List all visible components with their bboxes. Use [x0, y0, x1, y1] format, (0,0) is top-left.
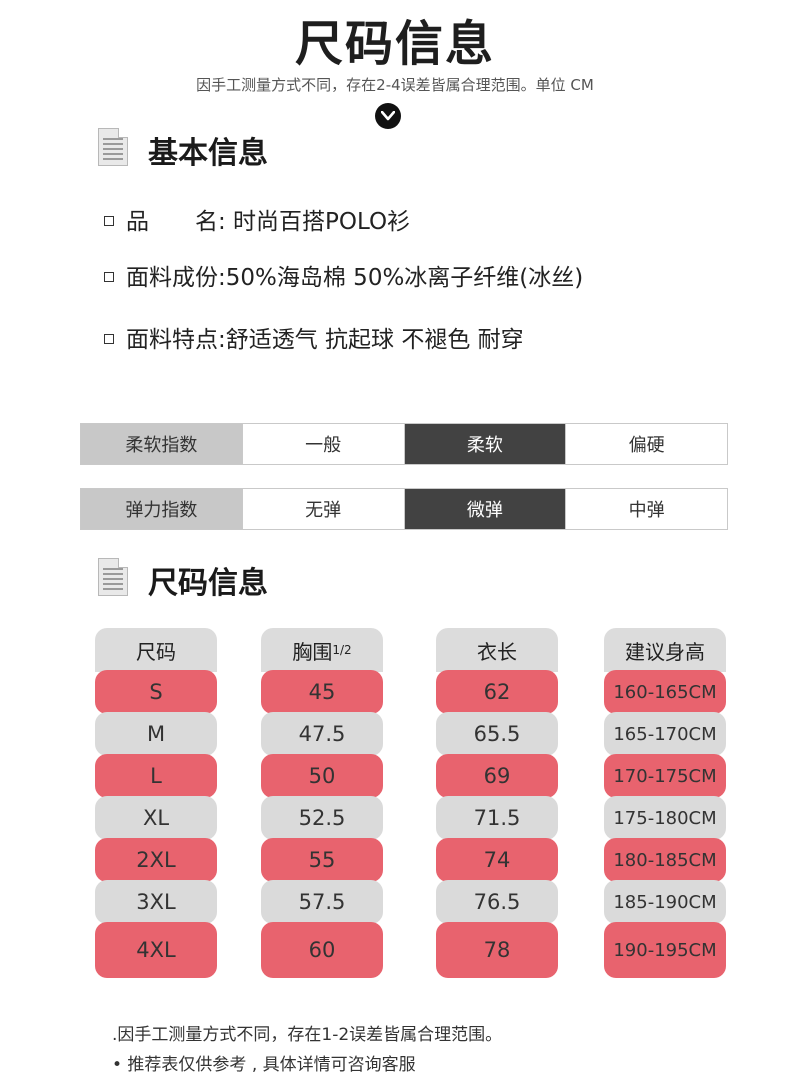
column-header-text: 尺码 [136, 639, 176, 664]
height-cell: 180-185CM [604, 838, 726, 882]
length-column: 衣长 62 65.5 69 71.5 74 76.5 78 [436, 628, 558, 978]
section-title: 尺码信息 [148, 566, 268, 601]
size-cell: 2XL [95, 838, 217, 882]
length-cell: 76.5 [436, 880, 558, 924]
column-header: 胸围 1/2 [261, 628, 383, 672]
info-item-features: 面料特点:舒适透气 抗起球 不褪色 耐穿 [104, 320, 524, 354]
size-cell: 3XL [95, 880, 217, 924]
column-header-text: 建议身高 [625, 639, 705, 664]
checkbox-square-icon [104, 333, 114, 344]
chevron-down-icon [375, 103, 401, 129]
scale-option-selected: 微弹 [403, 489, 566, 529]
scale-label: 柔软指数 [81, 424, 242, 464]
info-item-fabric: 面料成份:50%海岛棉 50%冰离子纤维(冰丝) [104, 258, 583, 292]
checkbox-square-icon [104, 271, 114, 282]
error-note: .因手工测量方式不同，存在1-2误差皆属合理范围。 [112, 1025, 503, 1045]
chest-cell: 60 [261, 922, 383, 978]
height-cell: 165-170CM [604, 712, 726, 756]
chest-cell: 52.5 [261, 796, 383, 840]
size-cell: XL [95, 796, 217, 840]
reference-note: • 推荐表仅供参考 , 具体详情可咨询客服 [112, 1055, 416, 1075]
info-text: 面料成份:50%海岛棉 50%冰离子纤维(冰丝) [126, 265, 584, 291]
scale-option: 无弹 [241, 489, 404, 529]
scale-option: 偏硬 [565, 424, 727, 464]
checkbox-square-icon [104, 215, 114, 226]
size-cell: S [95, 670, 217, 714]
elasticity-scale: 弹力指数 无弹 微弹 中弹 [80, 488, 728, 530]
column-header-text: 胸围 [292, 639, 333, 664]
size-cell: M [95, 712, 217, 756]
size-column: 尺码 S M L XL 2XL 3XL 4XL [95, 628, 217, 978]
column-header: 衣长 [436, 628, 558, 672]
height-cell: 170-175CM [604, 754, 726, 798]
half-fraction-label: 1/2 [332, 643, 352, 657]
height-cell: 160-165CM [604, 670, 726, 714]
section-title: 基本信息 [148, 136, 268, 171]
length-cell: 69 [436, 754, 558, 798]
chest-cell: 57.5 [261, 880, 383, 924]
scale-label: 弹力指数 [81, 489, 242, 529]
softness-scale: 柔软指数 一般 柔软 偏硬 [80, 423, 728, 465]
length-cell: 78 [436, 922, 558, 978]
height-cell: 185-190CM [604, 880, 726, 924]
scale-option: 一般 [241, 424, 404, 464]
scale-option: 中弹 [565, 489, 727, 529]
info-text: 品 名: 时尚百搭POLO衫 [126, 209, 411, 235]
length-cell: 71.5 [436, 796, 558, 840]
chest-column: 胸围 1/2 45 47.5 50 52.5 55 57.5 60 [261, 628, 383, 978]
column-header: 建议身高 [604, 628, 726, 672]
info-text: 面料特点:舒适透气 抗起球 不褪色 耐穿 [126, 327, 524, 353]
height-cell: 190-195CM [604, 922, 726, 978]
column-header: 尺码 [95, 628, 217, 672]
page-title: 尺码信息 [294, 16, 495, 72]
scale-option-selected: 柔软 [403, 424, 566, 464]
height-column: 建议身高 160-165CM 165-170CM 170-175CM 175-1… [604, 628, 726, 978]
length-cell: 74 [436, 838, 558, 882]
length-cell: 62 [436, 670, 558, 714]
length-cell: 65.5 [436, 712, 558, 756]
measurement-note: 因手工测量方式不同，存在2-4误差皆属合理范围。单位 CM [196, 76, 594, 94]
chest-cell: 50 [261, 754, 383, 798]
height-cell: 175-180CM [604, 796, 726, 840]
document-icon [98, 128, 128, 166]
chest-cell: 47.5 [261, 712, 383, 756]
chest-cell: 55 [261, 838, 383, 882]
size-cell: 4XL [95, 922, 217, 978]
info-item-name: 品 名: 时尚百搭POLO衫 [104, 202, 410, 236]
size-cell: L [95, 754, 217, 798]
column-header-text: 衣长 [477, 639, 517, 664]
chest-cell: 45 [261, 670, 383, 714]
document-icon [98, 558, 128, 596]
